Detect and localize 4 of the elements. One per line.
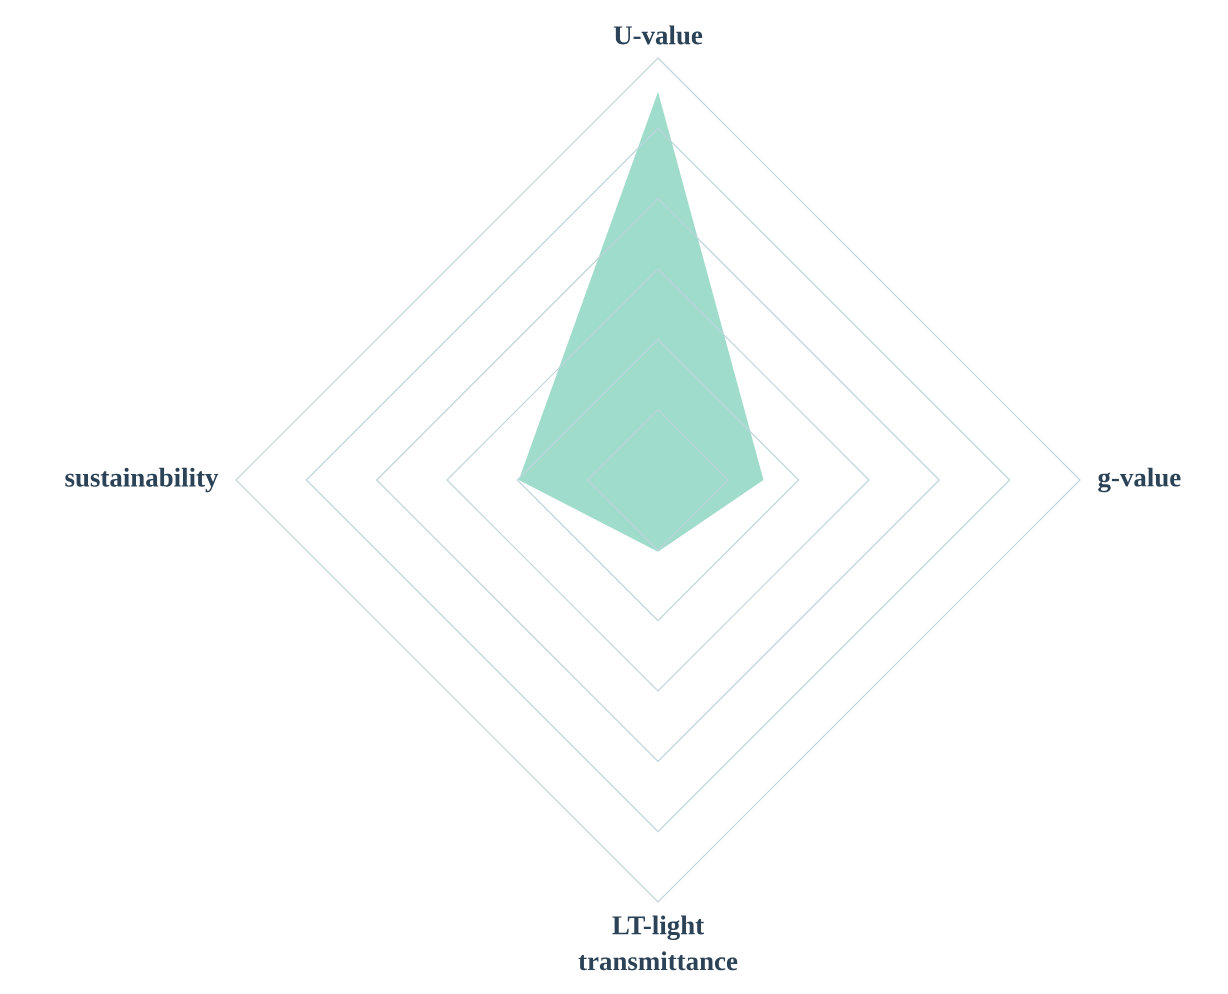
spoke-label: g-value: [1098, 467, 1181, 493]
spoke-label: U-value: [613, 25, 703, 45]
spoke-label: LT-light transmittance: [578, 915, 738, 971]
spoke-label: sustainability: [65, 467, 219, 493]
